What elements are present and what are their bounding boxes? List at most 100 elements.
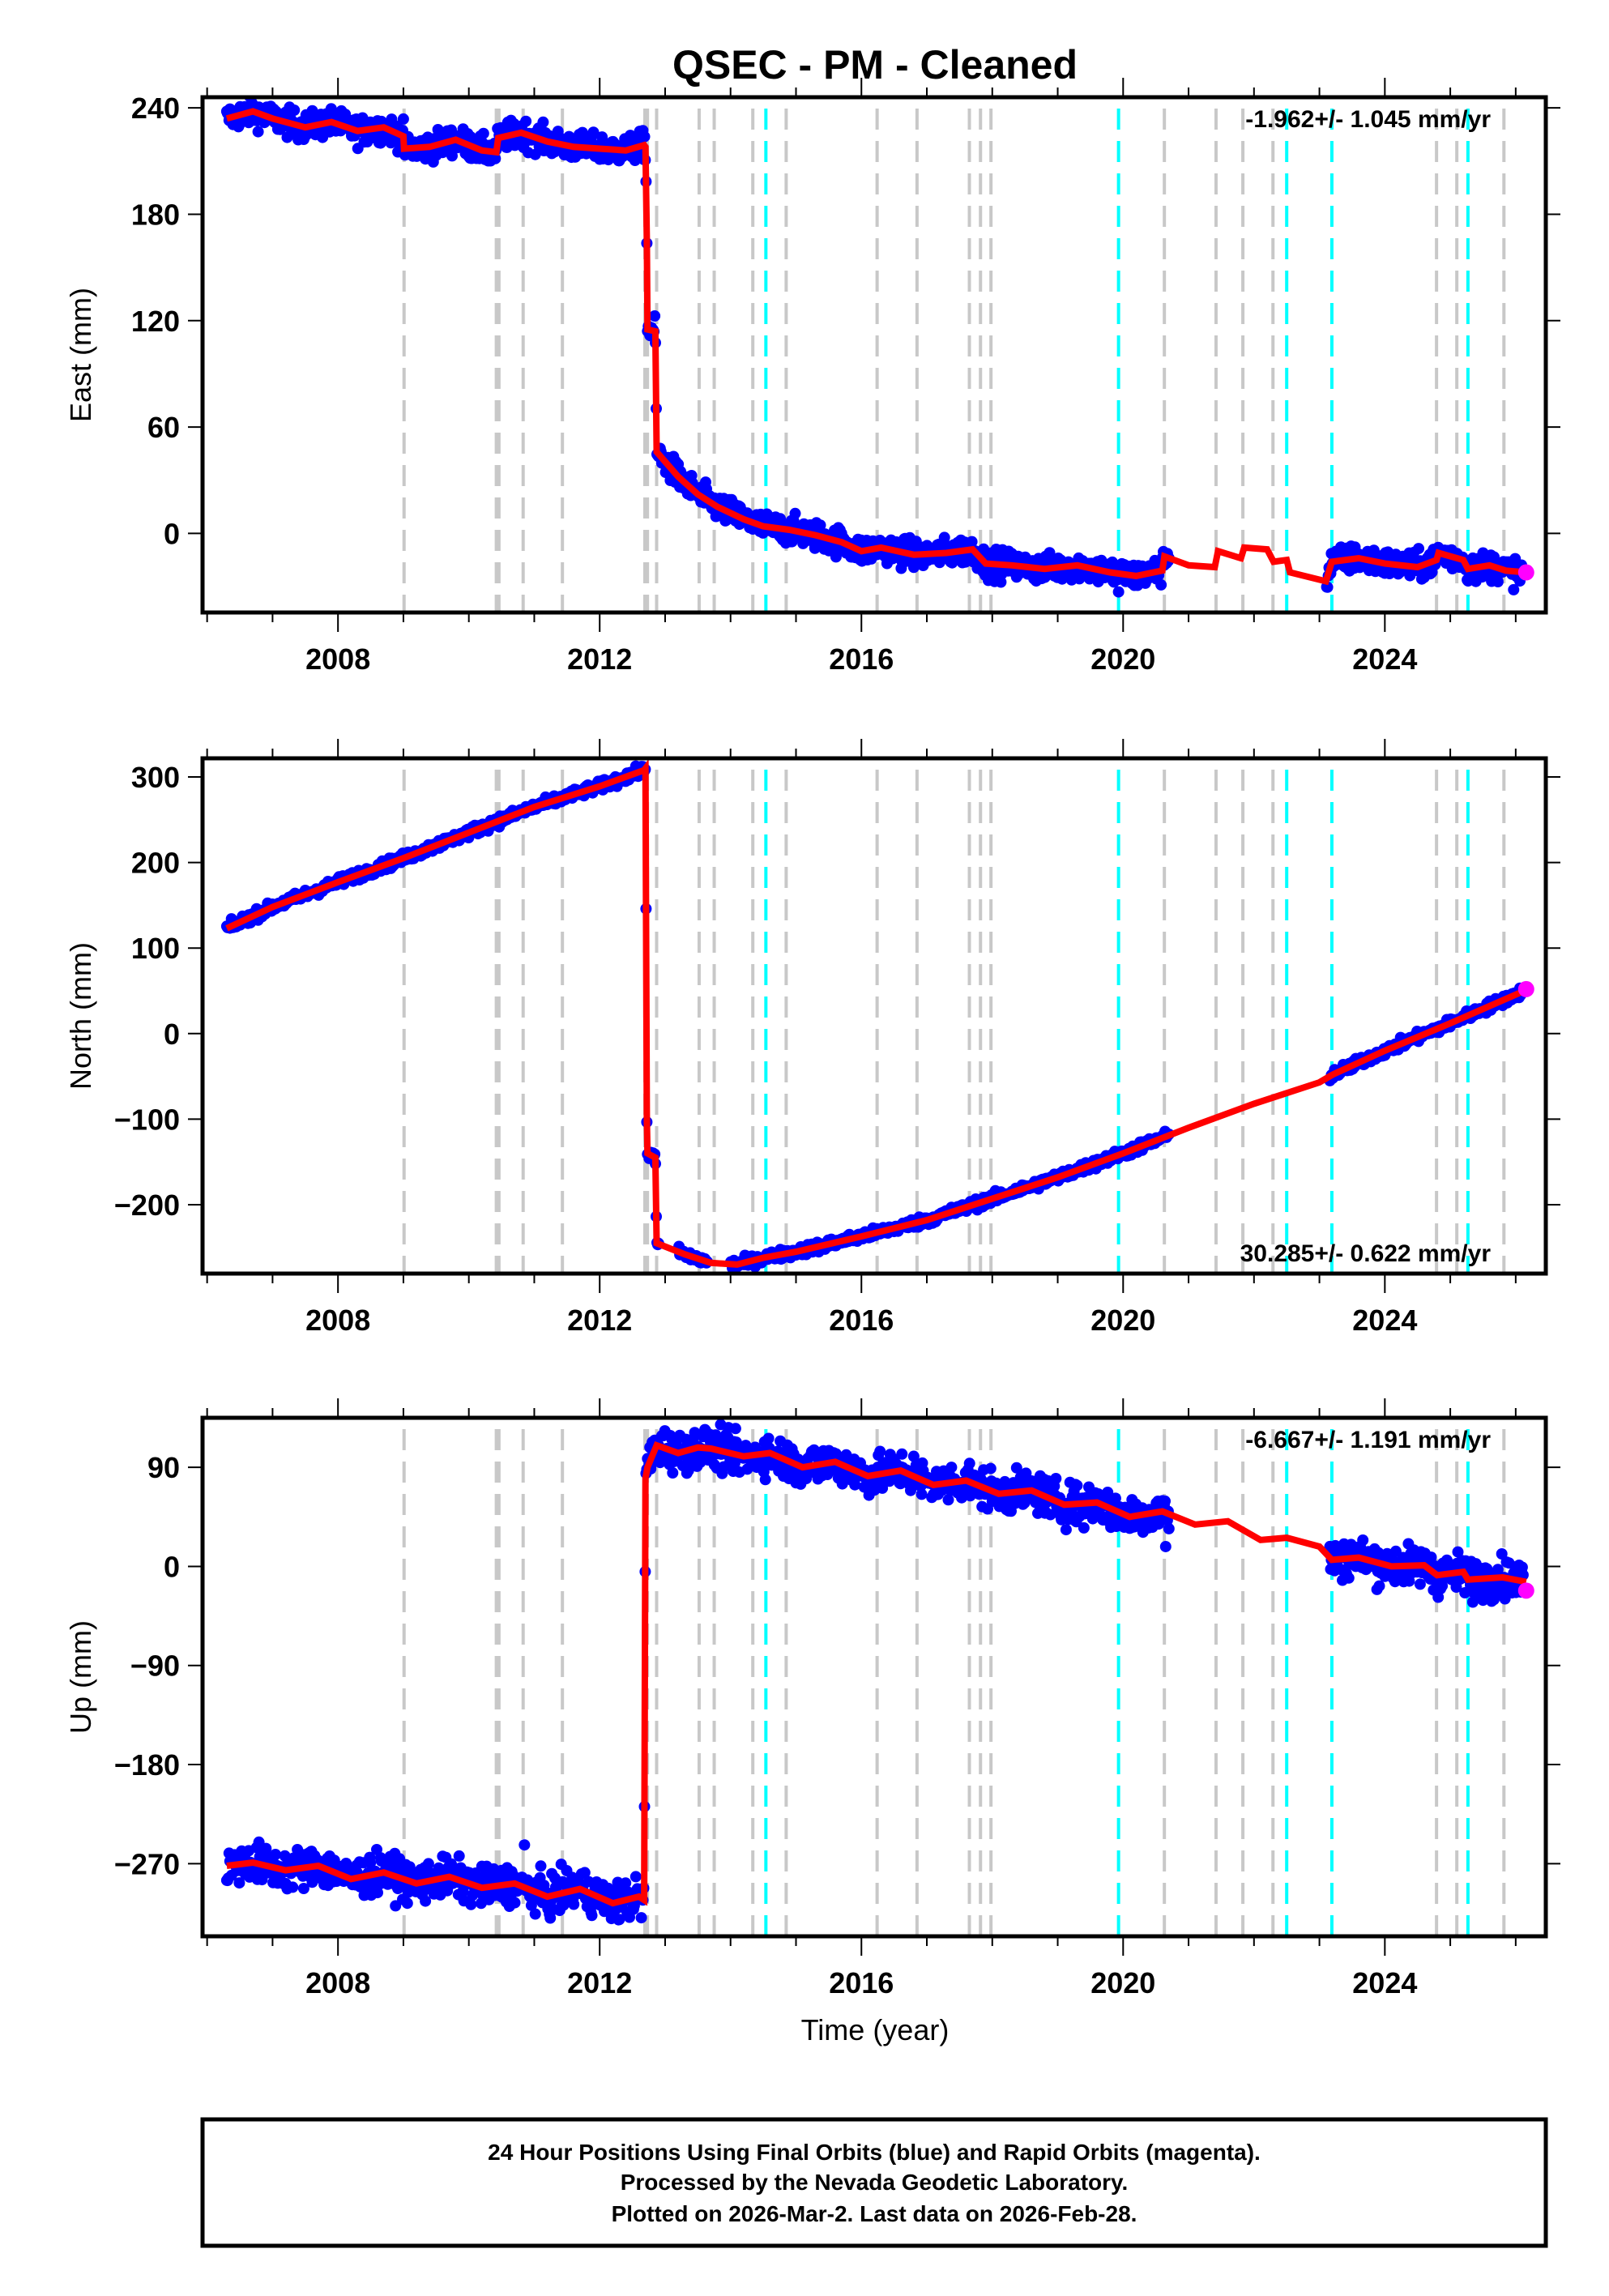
x-tick-label: 2016 [829, 1966, 894, 1999]
y-tick-label: −200 [114, 1189, 180, 1222]
data-point [233, 118, 245, 130]
data-point [586, 1910, 598, 1922]
data-point [1050, 1473, 1062, 1484]
velocity-annotation: -1.962+/- 1.045 mm/yr [1245, 106, 1491, 133]
footer-line-orbits: 24 Hour Positions Using Final Orbits (bl… [488, 2140, 1261, 2165]
data-point [587, 126, 600, 139]
data-point [620, 1877, 632, 1889]
model-fit-line [225, 108, 1527, 586]
panel-up: 90 0 −90 −180 −270 2008 2012 2016 2020 2024 Up (mm… [64, 1398, 1560, 1999]
data-point [270, 1849, 281, 1860]
data-point [1342, 1572, 1355, 1584]
outlier-point [1078, 1521, 1090, 1534]
footer-frame [200, 2117, 1548, 2248]
data-point [422, 1858, 434, 1870]
x-tick-label: 2012 [567, 1966, 632, 1999]
data-point [1492, 1564, 1504, 1576]
data-point [578, 1867, 591, 1879]
y-axis-title: East (mm) [64, 288, 97, 422]
data-point [689, 1427, 701, 1439]
data-point [288, 105, 301, 116]
data-point [759, 1474, 771, 1486]
y-axis-title: Up (mm) [64, 1620, 97, 1734]
data-point [963, 1457, 975, 1470]
y-tick-label: 90 [147, 1451, 180, 1484]
data-point [1432, 1591, 1445, 1603]
x-tick-label: 2008 [305, 642, 370, 676]
rapid-orbit-point [1517, 564, 1534, 581]
data-point [465, 1898, 477, 1910]
y-tick-label: −180 [114, 1748, 180, 1782]
model-fit-line [225, 758, 1528, 1268]
footer-line-processed: Processed by the Nevada Geodetic Laborat… [621, 2170, 1129, 2195]
data-point [233, 1877, 245, 1889]
data-point [877, 1482, 889, 1494]
data-point [1508, 583, 1520, 595]
x-tick-label: 2012 [567, 642, 632, 676]
data-point [1109, 1492, 1121, 1504]
data-point [489, 152, 501, 164]
x-tick-label: 2024 [1352, 1966, 1417, 1999]
panels: 240 180 120 60 0 2008 2012 2016 2020 2024 East (mm… [64, 78, 1560, 1999]
rapid-orbit-point [1517, 1582, 1534, 1599]
data-point [849, 1479, 861, 1491]
data-point [966, 536, 978, 548]
x-tick-label: 2008 [305, 1304, 370, 1337]
y-tick-label: −90 [130, 1649, 180, 1683]
data-point [529, 1908, 541, 1920]
y-tick-label: 100 [131, 932, 180, 965]
data-point [999, 1475, 1011, 1487]
data-point [535, 1860, 547, 1872]
data-point [649, 310, 661, 322]
data-point [596, 131, 608, 143]
data-point [1413, 543, 1424, 555]
data-point [397, 113, 409, 125]
data-point [1357, 1534, 1369, 1546]
data-point [365, 1857, 377, 1869]
y-tick-label: −100 [114, 1103, 180, 1136]
y-tick-label: −270 [114, 1847, 180, 1880]
data-point [938, 531, 950, 544]
data-point [1321, 581, 1334, 593]
plot-area [220, 1419, 1534, 1936]
y-tick-label: 0 [164, 517, 180, 550]
data-point [638, 130, 651, 143]
plot-area [220, 97, 1534, 612]
data-point [1102, 1487, 1114, 1498]
x-tick-label: 2020 [1090, 1966, 1155, 1999]
outlier-point [391, 1880, 403, 1892]
data-point [1373, 1580, 1385, 1592]
data-point [682, 1465, 694, 1477]
y-tick-label: 200 [131, 847, 180, 880]
data-point [453, 1850, 465, 1862]
data-point [297, 1883, 309, 1894]
data-point [1060, 1524, 1072, 1536]
data-point [635, 1912, 647, 1924]
data-point [1492, 576, 1504, 587]
data-point [874, 1445, 886, 1457]
y-tick-label: 240 [131, 92, 180, 125]
data-point [1071, 1479, 1083, 1492]
panel-east: 240 180 120 60 0 2008 2012 2016 2020 2024 East (mm… [64, 78, 1560, 676]
outlier-point [1112, 586, 1125, 598]
x-tick-label: 2024 [1352, 642, 1417, 676]
data-point [1452, 1546, 1464, 1558]
panel-frame [200, 756, 1548, 1276]
data-point [287, 1881, 299, 1893]
y-tick-label: 300 [131, 761, 180, 794]
x-tick-label: 2020 [1090, 1304, 1155, 1337]
outlier-point [519, 1839, 531, 1851]
data-point [544, 1912, 557, 1924]
data-point [984, 1462, 997, 1474]
data-point [477, 127, 489, 139]
data-point [568, 1898, 580, 1910]
data-point [789, 507, 801, 519]
data-point [762, 1432, 775, 1445]
data-point [1155, 578, 1167, 591]
data-point [1425, 1551, 1437, 1564]
y-tick-label: 120 [131, 305, 180, 338]
plot-area [220, 758, 1534, 1274]
data-point [252, 126, 264, 138]
data-point [729, 1423, 741, 1435]
model-fit-line [226, 1440, 1527, 1907]
